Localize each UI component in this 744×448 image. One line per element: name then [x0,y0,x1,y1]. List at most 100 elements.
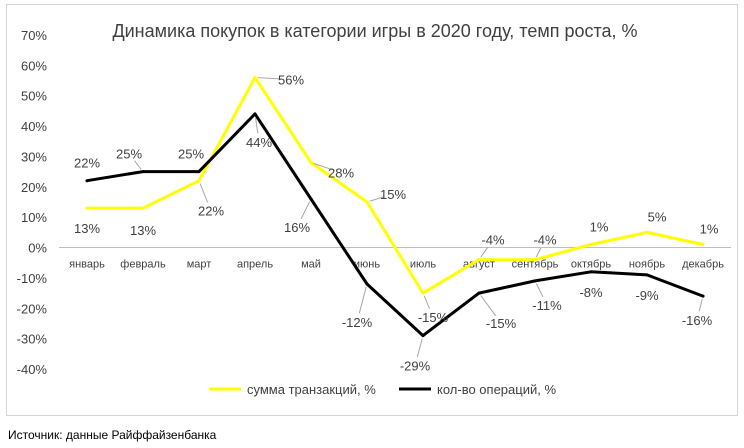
x-tick-label: ноябрь [629,259,666,271]
data-point [421,334,425,338]
data-point [477,258,481,262]
x-tick-label: июнь [354,259,380,271]
leader-line [698,298,703,312]
data-point [309,197,313,201]
data-label: 44% [246,135,272,150]
leader-line [416,338,423,358]
data-label: 22% [74,156,100,171]
data-point [365,200,369,204]
data-point [197,170,201,174]
x-tick-label: январь [69,259,105,271]
data-point [141,206,145,210]
x-tick-label: сентябрь [512,259,559,271]
data-label: 1% [590,220,609,235]
data-point [589,270,593,274]
x-tick-label: май [301,259,321,271]
y-tick-label: -20% [17,301,48,316]
data-label: -4% [533,233,557,248]
y-tick-label: 70% [21,28,47,43]
data-label: -12% [342,315,373,330]
y-tick-label: 20% [21,180,47,195]
data-label: -9% [635,288,659,303]
data-point [253,76,257,80]
chart-title: Динамика покупок в категории игры в 2020… [112,21,637,41]
x-tick-label: август [463,259,495,271]
data-point [309,161,313,165]
data-label: 28% [328,166,354,181]
data-point [141,170,145,174]
x-tick-label: март [187,259,212,271]
legend: сумма транзакций, % кол-во операций, % [209,382,556,397]
data-label: -16% [682,313,713,328]
legend-label: кол-во операций, % [437,382,556,397]
leader-line [423,295,430,309]
data-label: -15% [418,310,449,325]
data-label: 56% [278,73,304,88]
y-tick-label: -40% [17,362,48,377]
leader-line [313,163,333,171]
data-label: 13% [74,221,100,236]
legend-label: сумма транзакций, % [247,382,376,397]
leader-line [199,183,209,203]
data-label: 15% [380,187,406,202]
leader-line [535,283,544,298]
y-tick-label: 50% [21,89,47,104]
data-label: -4% [481,233,505,248]
data-label: 25% [116,147,142,162]
x-tick-label: февраль [120,259,166,271]
data-label: -11% [532,298,562,313]
data-point [533,279,537,283]
data-point [365,282,369,286]
data-label: 16% [284,220,310,235]
data-label: 13% [130,223,156,238]
data-point [197,179,201,183]
data-label: 25% [178,147,204,162]
chart-svg: Динамика покупок в категории игры в 2020… [17,21,731,397]
label-layer: 13% 13% 22% 56% 28% 15% -15% -4% -4% 1% 5% 1% 22% 25%… [74,73,719,374]
data-point [533,258,537,262]
data-label: -8% [579,285,603,300]
data-label: 22% [198,204,224,219]
leader-line [369,196,385,202]
leader-line [134,160,142,170]
x-tick-label: апрель [237,259,273,271]
y-tick-label: 10% [21,210,47,225]
x-tick-label: декабрь [682,259,724,271]
y-tick-label: 30% [21,149,47,164]
data-point [589,243,593,247]
y-tick-label: -30% [17,332,48,347]
data-point [85,206,89,210]
x-tick-label: октябрь [571,259,611,271]
series-line-1 [85,76,705,295]
leader-line [254,116,259,134]
data-point [645,230,649,234]
leader-line [480,246,489,258]
data-point [701,243,705,247]
data-label: 5% [648,209,667,224]
y-tick-label: -10% [17,271,48,286]
data-point [477,291,481,295]
series-layer [85,76,705,338]
leader-line [535,247,542,258]
leader-layer [134,77,703,358]
y-tick-label: 40% [21,119,47,134]
leader-line [358,286,367,314]
x-tick-label: июль [410,259,437,271]
data-label: -15% [486,316,517,331]
series-line-2 [85,112,705,338]
data-point [701,294,705,298]
data-point [253,112,257,116]
source-note: Источник: данные Райффайзенбанка [8,428,217,442]
leader-line [300,201,311,220]
y-tick-label: 0% [28,241,47,256]
data-label: 1% [700,222,719,237]
leader-line [480,295,497,317]
chart-frame: Динамика покупок в категории игры в 2020… [6,4,738,416]
data-point [645,273,649,277]
leader-line [257,77,283,80]
data-point [421,291,425,295]
y-tick-label: 60% [21,58,47,73]
data-point [85,179,89,183]
axis-layer: -40% -30% -20% -10% 0% 10% 20% 30% 40% 50% 60% 70% я… [17,28,731,377]
data-label: -29% [400,359,431,374]
